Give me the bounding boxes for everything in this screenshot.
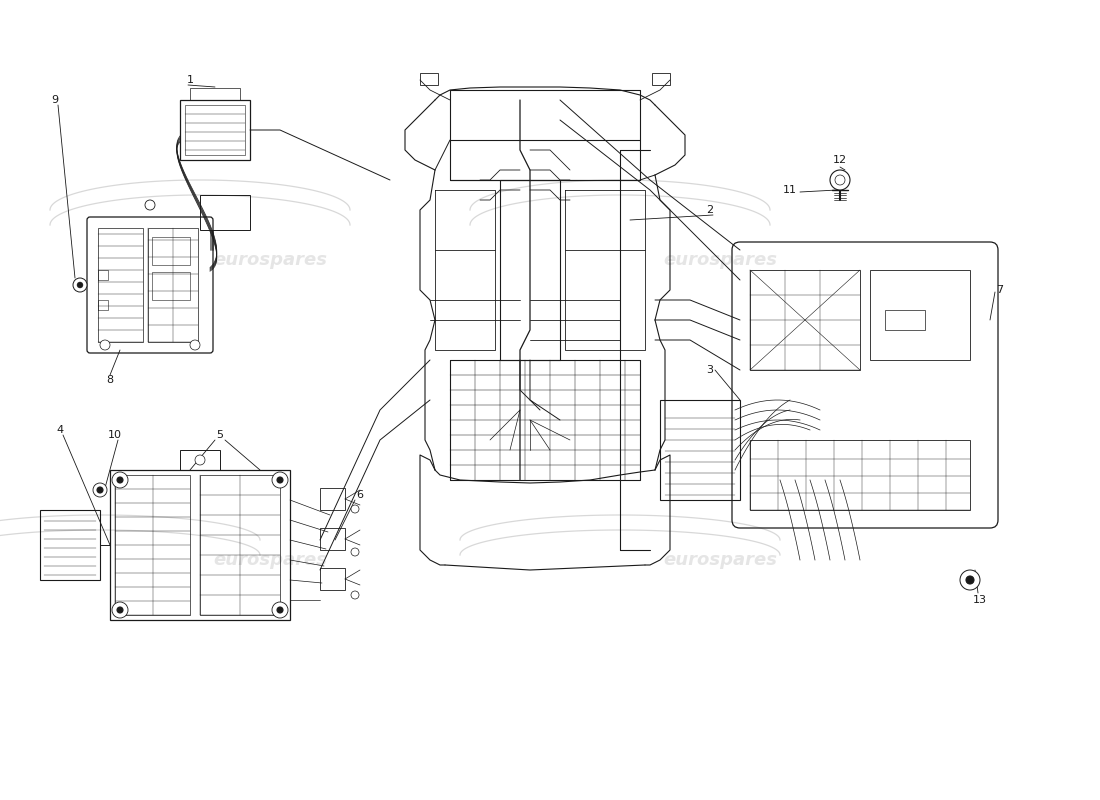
Circle shape (272, 602, 288, 618)
Text: 1: 1 (187, 75, 194, 85)
Circle shape (77, 282, 82, 288)
Text: 4: 4 (56, 425, 64, 435)
Text: 11: 11 (783, 185, 798, 195)
Bar (420, 73, 438, 85)
Circle shape (830, 170, 850, 190)
Text: eurospares: eurospares (663, 551, 777, 569)
Text: 7: 7 (997, 285, 1003, 295)
Bar (190, 88, 240, 100)
Circle shape (94, 483, 107, 497)
Circle shape (351, 591, 359, 599)
Bar (750, 270, 860, 370)
Circle shape (97, 487, 103, 493)
Text: 13: 13 (974, 595, 987, 605)
Circle shape (145, 200, 155, 210)
Circle shape (117, 477, 123, 483)
Bar (870, 270, 970, 360)
Circle shape (960, 570, 980, 590)
Circle shape (835, 175, 845, 185)
Bar (148, 228, 198, 342)
Circle shape (112, 602, 128, 618)
Bar (180, 450, 220, 470)
Circle shape (112, 472, 128, 488)
Text: 8: 8 (107, 375, 113, 385)
Circle shape (351, 548, 359, 556)
Text: eurospares: eurospares (663, 251, 777, 269)
Bar (116, 475, 190, 615)
Bar (152, 272, 190, 300)
Bar (660, 400, 740, 500)
Bar (180, 100, 250, 160)
Circle shape (73, 278, 87, 292)
Bar (652, 73, 670, 85)
Circle shape (190, 340, 200, 350)
Text: 10: 10 (108, 430, 122, 440)
Text: 12: 12 (833, 155, 847, 165)
Circle shape (277, 607, 283, 613)
Circle shape (277, 477, 283, 483)
Bar (886, 310, 925, 330)
Circle shape (195, 455, 205, 465)
Bar (200, 195, 250, 230)
Bar (320, 568, 345, 590)
Bar (750, 440, 970, 510)
Text: eurospares: eurospares (213, 551, 327, 569)
Text: 2: 2 (706, 205, 714, 215)
Circle shape (966, 576, 974, 584)
Bar (40, 510, 100, 580)
Text: 9: 9 (52, 95, 58, 105)
Text: eurospares: eurospares (213, 251, 327, 269)
Circle shape (272, 472, 288, 488)
Circle shape (351, 505, 359, 513)
Bar (320, 528, 345, 550)
Bar (98, 228, 143, 342)
Bar (320, 488, 345, 510)
Bar (152, 237, 190, 265)
Bar (185, 105, 245, 155)
Text: 6: 6 (356, 490, 363, 500)
Circle shape (117, 607, 123, 613)
Bar (200, 475, 280, 615)
Text: 5: 5 (217, 430, 223, 440)
Circle shape (100, 340, 110, 350)
Text: 3: 3 (706, 365, 714, 375)
Bar (110, 470, 290, 620)
